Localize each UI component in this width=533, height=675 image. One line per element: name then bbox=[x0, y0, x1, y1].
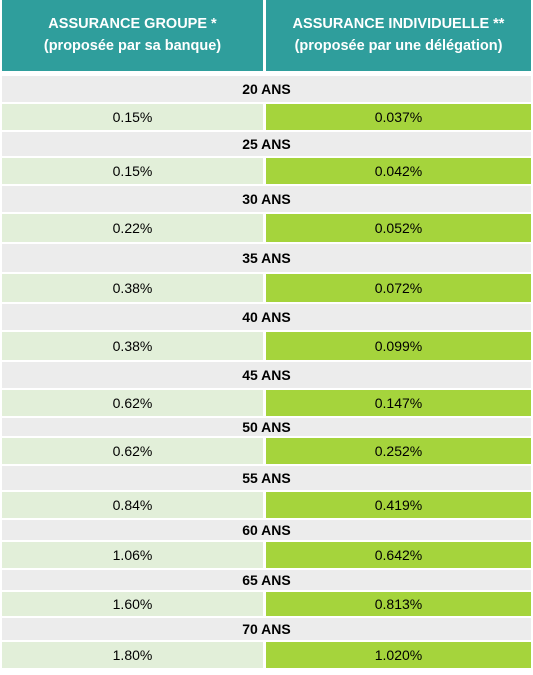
age-row-label: 50 ANS bbox=[2, 418, 531, 436]
group-rate-cell: 0.62% bbox=[2, 390, 263, 416]
group-rate-cell: 0.38% bbox=[2, 274, 263, 302]
age-row-label: 55 ANS bbox=[2, 466, 531, 490]
age-row-label: 25 ANS bbox=[2, 132, 531, 156]
group-rate-cell: 0.62% bbox=[2, 438, 263, 464]
age-row-label: 60 ANS bbox=[2, 520, 531, 540]
header-group-insurance: ASSURANCE GROUPE * (proposée par sa banq… bbox=[2, 0, 263, 71]
age-row-label: 45 ANS bbox=[2, 362, 531, 388]
group-rate-cell: 0.15% bbox=[2, 104, 263, 130]
header-group-subtitle: (proposée par sa banque) bbox=[43, 37, 222, 54]
individual-rate-cell: 0.419% bbox=[266, 492, 531, 518]
age-row-label: 65 ANS bbox=[2, 570, 531, 590]
individual-rate-cell: 0.042% bbox=[266, 158, 531, 184]
group-rate-cell: 0.84% bbox=[2, 492, 263, 518]
individual-rate-cell: 0.072% bbox=[266, 274, 531, 302]
age-row-label: 40 ANS bbox=[2, 304, 531, 330]
age-row-label: 20 ANS bbox=[2, 76, 531, 102]
individual-rate-cell: 0.099% bbox=[266, 332, 531, 360]
header-group-title: ASSURANCE GROUPE * bbox=[48, 16, 217, 33]
age-row-label: 30 ANS bbox=[2, 186, 531, 212]
individual-rate-cell: 0.813% bbox=[266, 592, 531, 616]
individual-rate-cell: 0.642% bbox=[266, 542, 531, 568]
individual-rate-cell: 0.147% bbox=[266, 390, 531, 416]
group-rate-cell: 0.38% bbox=[2, 332, 263, 360]
age-row-label: 35 ANS bbox=[2, 244, 531, 272]
header-indiv-title: ASSURANCE INDIVIDUELLE ** bbox=[292, 16, 505, 33]
header-indiv-subtitle: (proposée par une délégation) bbox=[294, 37, 503, 54]
individual-rate-cell: 0.052% bbox=[266, 214, 531, 242]
group-rate-cell: 0.22% bbox=[2, 214, 263, 242]
group-rate-cell: 1.06% bbox=[2, 542, 263, 568]
individual-rate-cell: 0.037% bbox=[266, 104, 531, 130]
individual-rate-cell: 0.252% bbox=[266, 438, 531, 464]
group-rate-cell: 1.60% bbox=[2, 592, 263, 616]
individual-rate-cell: 1.020% bbox=[266, 642, 531, 668]
header-individual-insurance: ASSURANCE INDIVIDUELLE ** (proposée par … bbox=[266, 0, 531, 71]
age-row-label: 70 ANS bbox=[2, 618, 531, 640]
group-rate-cell: 0.15% bbox=[2, 158, 263, 184]
group-rate-cell: 1.80% bbox=[2, 642, 263, 668]
